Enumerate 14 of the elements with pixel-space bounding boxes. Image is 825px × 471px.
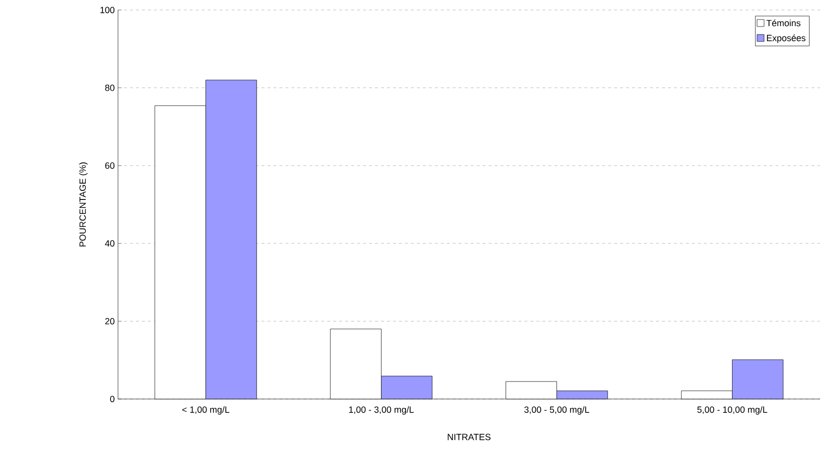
legend-label: Exposées: [766, 34, 806, 43]
x-tick-label: 1,00 - 3,00 mg/L: [349, 406, 414, 415]
y-tick-label: 80: [105, 84, 114, 91]
x-tick-label: 5,00 - 10,00 mg/L: [697, 406, 768, 415]
y-tick-label: 20: [105, 318, 114, 324]
y-tick-label: 100: [100, 6, 114, 14]
x-tick-label: 3,00 - 5,00 mg/L: [524, 406, 590, 415]
y-tick-label: 0: [110, 396, 114, 402]
y-axis-title: POURCENTAGE (%): [79, 162, 88, 246]
y-tick-label: 60: [105, 162, 114, 169]
x-tick-label: < 1,00 mg/L: [182, 406, 230, 415]
y-tick-label: 40: [104, 240, 114, 247]
x-axis-title: NITRATES: [448, 434, 491, 440]
legend-label: Témoins: [766, 20, 800, 26]
